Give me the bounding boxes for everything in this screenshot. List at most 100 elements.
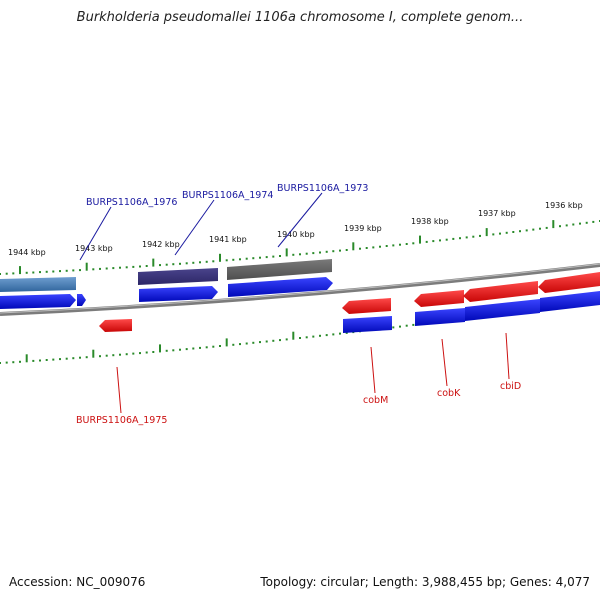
minor-tick <box>279 339 281 342</box>
gene-red-rev-1[interactable] <box>342 298 391 314</box>
minor-tick <box>79 356 81 359</box>
minor-tick <box>0 273 1 275</box>
minor-tick <box>359 247 361 250</box>
major-tick <box>285 248 288 257</box>
major-tick <box>92 349 95 358</box>
gene-burps1106a-1973[interactable] <box>227 259 332 280</box>
gene-cbid[interactable] <box>465 299 540 321</box>
minor-tick <box>99 267 101 270</box>
minor-tick <box>465 236 468 239</box>
minor-tick <box>265 256 268 259</box>
minor-tick <box>79 269 81 272</box>
minor-tick <box>32 271 35 274</box>
label-cobm[interactable]: cobM <box>363 395 388 406</box>
gene-burps1106a-1974[interactable] <box>138 268 218 285</box>
gene-cobk[interactable] <box>415 308 465 326</box>
gene-blue-fwd-3[interactable] <box>139 286 218 302</box>
leader-line-cobk <box>441 338 448 387</box>
gene-burps1106a-1976[interactable] <box>0 277 76 292</box>
minor-tick <box>205 346 208 349</box>
major-tick <box>19 266 21 275</box>
label-burps1106a-1974[interactable]: BURPS1106A_1974 <box>182 190 273 201</box>
minor-tick <box>139 352 141 355</box>
major-tick <box>292 331 295 340</box>
minor-tick <box>192 347 195 350</box>
gene-cobm[interactable] <box>343 316 392 333</box>
scale-label-1937: 1937 kbp <box>478 209 516 218</box>
gene-blue-fwd-4[interactable] <box>228 277 333 297</box>
scale-label-1943: 1943 kbp <box>75 244 113 253</box>
major-tick <box>219 253 221 262</box>
minor-tick <box>252 341 255 344</box>
minor-tick <box>199 346 201 349</box>
minor-tick <box>492 233 495 236</box>
minor-tick <box>65 269 68 272</box>
minor-tick <box>119 266 121 269</box>
minor-tick <box>292 253 295 256</box>
label-burps1106a-1973[interactable]: BURPS1106A_1973 <box>277 183 368 194</box>
minor-tick <box>339 332 341 335</box>
gene-blue-fwd-1[interactable] <box>0 294 76 309</box>
minor-tick <box>205 260 208 263</box>
minor-tick <box>412 323 415 326</box>
minor-tick <box>232 258 235 261</box>
minor-tick <box>165 349 168 352</box>
minor-tick <box>272 339 275 342</box>
minor-tick <box>459 237 461 240</box>
minor-tick <box>105 354 108 357</box>
minor-tick <box>439 239 441 242</box>
minor-tick <box>332 250 335 253</box>
minor-tick <box>339 249 341 252</box>
major-tick <box>419 235 421 244</box>
major-tick <box>552 220 555 229</box>
minor-tick <box>319 251 321 254</box>
minor-tick <box>12 272 15 275</box>
minor-tick <box>5 361 8 364</box>
minor-tick <box>45 359 48 361</box>
minor-tick <box>405 324 408 327</box>
minor-tick <box>212 345 215 348</box>
minor-tick <box>565 224 568 227</box>
major-tick <box>159 344 161 353</box>
minor-tick <box>125 353 128 356</box>
minor-tick <box>232 343 235 346</box>
minor-tick <box>112 354 115 357</box>
minor-tick <box>425 240 428 243</box>
minor-tick <box>59 358 61 361</box>
minor-tick <box>312 252 315 255</box>
minor-tick <box>559 225 561 228</box>
label-cbid[interactable]: cbiD <box>500 381 521 392</box>
gene-red-rev-4[interactable] <box>538 272 600 293</box>
gene-blue-rev-4[interactable] <box>540 291 600 312</box>
minor-tick <box>299 337 301 339</box>
gene-burps1106a-1975[interactable] <box>99 319 132 332</box>
minor-tick <box>72 269 75 272</box>
minor-tick <box>592 220 595 223</box>
minor-tick <box>185 262 188 265</box>
gene-red-rev-2[interactable] <box>414 290 464 307</box>
minor-tick <box>325 250 328 253</box>
minor-tick <box>305 252 308 255</box>
label-burps1106a-1975[interactable]: BURPS1106A_1975 <box>76 415 167 426</box>
minor-tick <box>179 262 181 265</box>
minor-tick <box>392 244 395 247</box>
minor-tick <box>132 265 135 268</box>
label-burps1106a-1976[interactable]: BURPS1106A_1976 <box>86 197 177 208</box>
label-cobk[interactable]: cobK <box>437 388 461 399</box>
map-title: Burkholderia pseudomallei 1106a chromoso… <box>76 10 524 25</box>
minor-tick <box>519 230 521 233</box>
minor-tick <box>139 265 141 268</box>
minor-tick <box>219 345 221 347</box>
minor-tick <box>59 270 61 273</box>
minor-tick <box>299 253 301 256</box>
minor-tick <box>572 223 575 226</box>
minor-tick <box>239 343 241 346</box>
minor-tick <box>172 263 175 266</box>
minor-tick <box>532 228 535 231</box>
gene-blue-fwd-2[interactable] <box>77 294 86 306</box>
minor-tick <box>12 361 15 364</box>
minor-tick <box>345 331 348 334</box>
scale-label-1941: 1941 kbp <box>209 235 247 244</box>
gene-red-rev-3[interactable] <box>463 281 538 302</box>
